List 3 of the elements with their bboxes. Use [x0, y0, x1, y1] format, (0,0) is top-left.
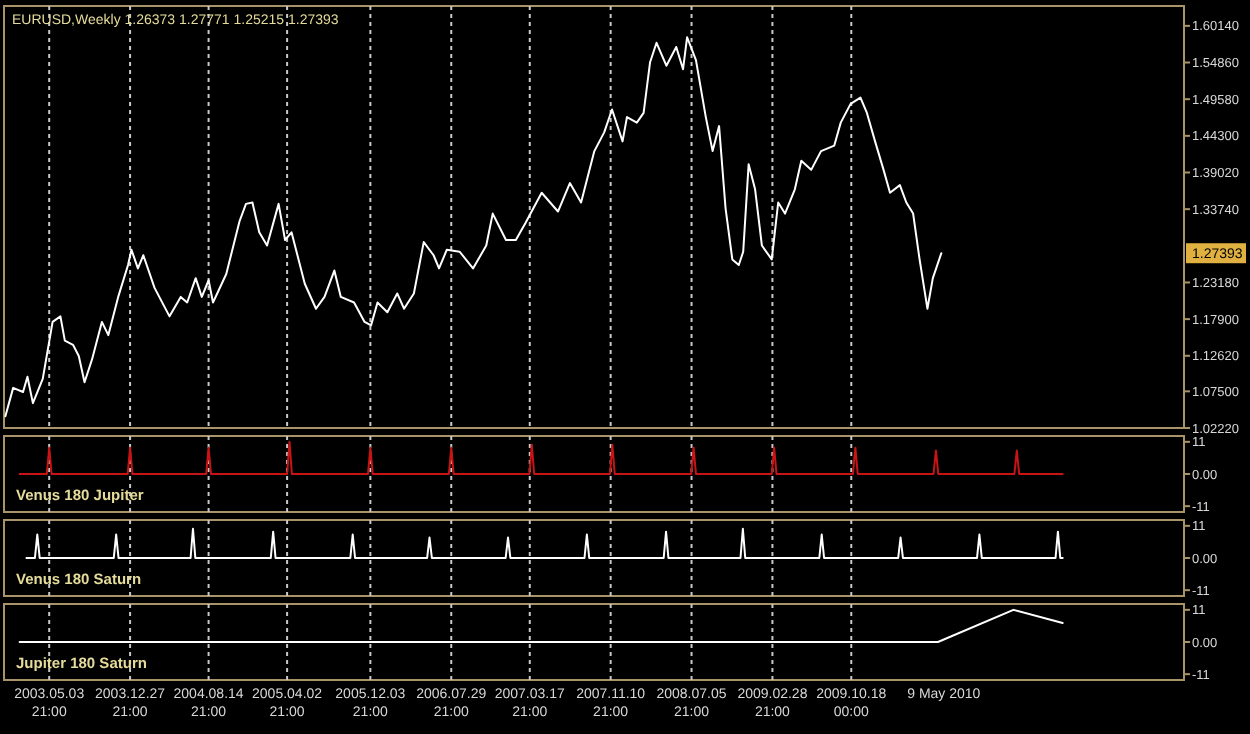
line-series [18, 440, 1064, 475]
line-series [4, 36, 943, 418]
line-series [25, 527, 1064, 559]
